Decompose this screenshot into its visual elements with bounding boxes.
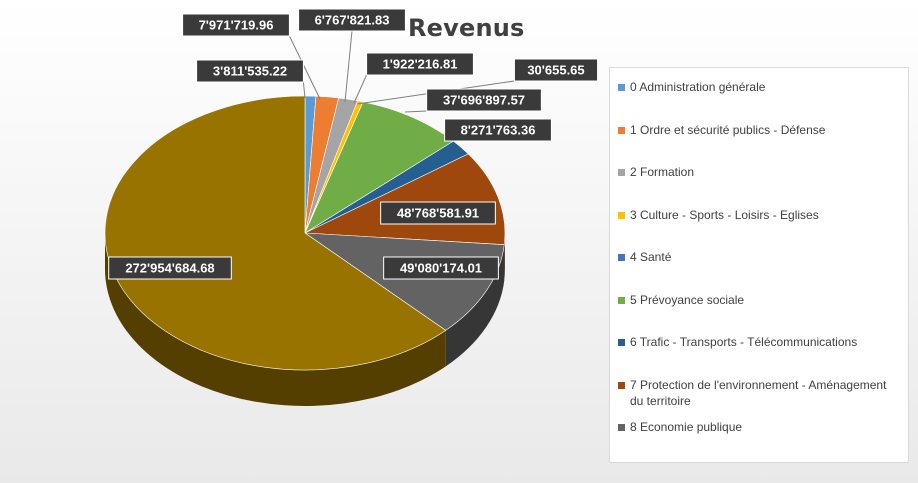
- data-label-box-7: [380, 201, 496, 225]
- data-label-box-0: [196, 59, 304, 83]
- data-label-8: 49'080'174.01: [400, 261, 482, 276]
- leader-lines-group: [288, 30, 515, 113]
- data-label-box-6: [444, 118, 552, 142]
- legend-item: 2 Formation: [618, 164, 902, 180]
- data-label-6: 8'271'763.36: [461, 123, 536, 138]
- legend-swatch: [618, 84, 625, 91]
- legend-label: 5 Prévoyance sociale: [630, 293, 745, 307]
- legend-label: 1 Ordre et sécurité publics - Défense: [630, 123, 826, 137]
- legend-label: 8 Economie publique: [630, 420, 743, 434]
- legend-swatch: [618, 339, 625, 346]
- data-label-box-9: [108, 256, 232, 280]
- data-labels-group: 3'811'535.22 7'971'719.96 6'767'821.83 1'92…: [108, 8, 599, 280]
- legend-swatch: [618, 127, 625, 134]
- legend-item: 8 Economie publique: [618, 419, 902, 435]
- legend-label: 2 Formation: [630, 165, 695, 179]
- data-label-9: 272'954'684.68: [125, 261, 214, 276]
- leader-line-2: [344, 30, 353, 103]
- legend-swatch: [618, 382, 625, 389]
- data-label-4: 30'655.65: [527, 63, 584, 78]
- data-label-7: 48'768'581.91: [397, 206, 479, 221]
- legend-label: 4 Santé: [630, 250, 672, 264]
- data-label-box-8: [383, 256, 499, 280]
- legend-swatch: [618, 169, 625, 176]
- leader-line-0: [302, 81, 306, 99]
- data-label-box-2: [298, 8, 406, 32]
- legend-swatch: [618, 212, 625, 219]
- legend: 0 Administration générale 1 Ordre et sécu…: [609, 67, 909, 463]
- leader-line-3: [353, 74, 368, 104]
- leader-line-5: [404, 110, 427, 113]
- data-label-box-3: [366, 52, 474, 76]
- legend-label: 0 Administration générale: [630, 80, 766, 94]
- legend-label: 7 Protection de l'environnement - Aménag…: [630, 378, 887, 408]
- data-label-0: 3'811'535.22: [213, 64, 287, 79]
- data-label-2: 6'767'821.83: [315, 13, 390, 28]
- legend-item: 1 Ordre et sécurité publics - Défense: [618, 122, 902, 138]
- legend-swatch: [618, 297, 625, 304]
- legend-label: 6 Trafic - Transports - Télécommunicatio…: [630, 335, 858, 349]
- legend-item: 3 Culture - Sports - Loisirs - Eglises: [618, 207, 902, 223]
- pie-slice-9: [104, 95, 447, 371]
- pie-side-9: [105, 233, 446, 406]
- legend-item: 0 Administration générale: [618, 79, 902, 95]
- legend-swatch: [618, 424, 625, 431]
- chart-title: Revenus: [408, 14, 525, 42]
- data-label-5: 37'696'897.57: [443, 93, 525, 108]
- data-label-box-1: [182, 13, 290, 37]
- legend-swatch: [618, 254, 625, 261]
- data-label-3: 1'922'216.81: [383, 57, 458, 72]
- legend-item: 4 Santé: [618, 249, 902, 265]
- legend-item: 6 Trafic - Transports - Télécommunicatio…: [618, 334, 902, 350]
- legend-label: 3 Culture - Sports - Loisirs - Eglises: [630, 208, 819, 222]
- data-label-box-4: [513, 58, 599, 82]
- leader-line-1: [288, 35, 321, 100]
- data-label-box-5: [426, 88, 542, 112]
- data-label-1: 7'971'719.96: [199, 18, 274, 33]
- legend-item: 5 Prévoyance sociale: [618, 292, 902, 308]
- legend-item: 7 Protection de l'environnement - Aménag…: [618, 377, 902, 409]
